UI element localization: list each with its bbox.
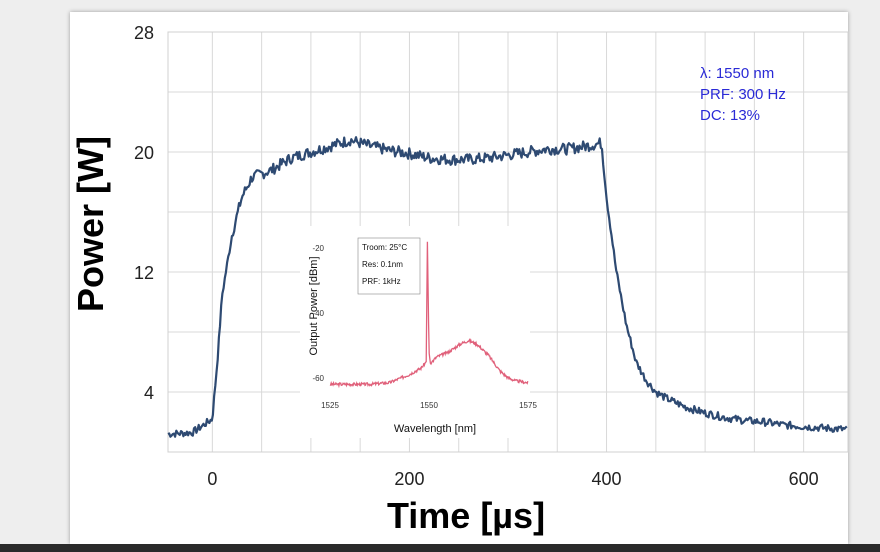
inset-series <box>329 241 529 389</box>
plot-area <box>167 31 849 453</box>
x-tick-label: 400 <box>592 469 622 489</box>
inset-x-tick-label: 1550 <box>420 401 438 410</box>
inset-legend-line: Res: 0.1nm <box>362 260 403 269</box>
inset-y-tick-label: -40 <box>312 309 324 318</box>
inset-legend-line: Troom: 25°C <box>362 243 407 252</box>
inset-chart: -20 -40 -60 1525 1550 1575 Troom: 25°C Res: 0.… <box>300 226 537 438</box>
main-x-axis-label: Time [µs] <box>387 495 545 536</box>
inset-y-tick-label: -60 <box>312 374 324 383</box>
annotation-line: PRF: 300 Hz <box>700 86 786 103</box>
main-y-axis-label: Power [W] <box>70 136 111 312</box>
inset-x-tick-label: 1525 <box>321 401 339 410</box>
inset-tick-labels: -20 -40 -60 1525 1550 1575 <box>312 244 537 410</box>
annotation-box: λ: 1550 nm PRF: 300 Hz DC: 13% <box>700 65 786 124</box>
inset-series-spectrum <box>329 241 529 389</box>
x-tick-label: 200 <box>394 469 424 489</box>
inset-x-tick-label: 1575 <box>519 401 537 410</box>
x-tick-label: 600 <box>789 469 819 489</box>
main-tick-labels: 4 12 20 28 0 200 400 600 <box>134 23 819 489</box>
inset-legend: Troom: 25°C Res: 0.1nm PRF: 1kHz <box>362 243 407 286</box>
inset-y-axis-label: Output Power [dBm] <box>308 256 320 355</box>
annotation-line: DC: 13% <box>700 107 760 124</box>
inset-legend-line: PRF: 1kHz <box>362 277 401 286</box>
main-grid <box>167 31 849 453</box>
y-tick-label: 4 <box>144 383 154 403</box>
y-tick-label: 20 <box>134 143 154 163</box>
inset-legend-box <box>357 237 421 295</box>
inset-x-axis-label: Wavelength [nm] <box>394 423 476 435</box>
annotation-line: λ: 1550 nm <box>700 65 774 82</box>
series-power <box>167 136 848 438</box>
inset-y-tick-label: -20 <box>312 244 324 253</box>
bottom-bar <box>0 544 880 552</box>
x-tick-label: 0 <box>207 469 217 489</box>
y-tick-label: 12 <box>134 263 154 283</box>
y-tick-label: 28 <box>134 23 154 43</box>
main-series <box>167 136 848 438</box>
